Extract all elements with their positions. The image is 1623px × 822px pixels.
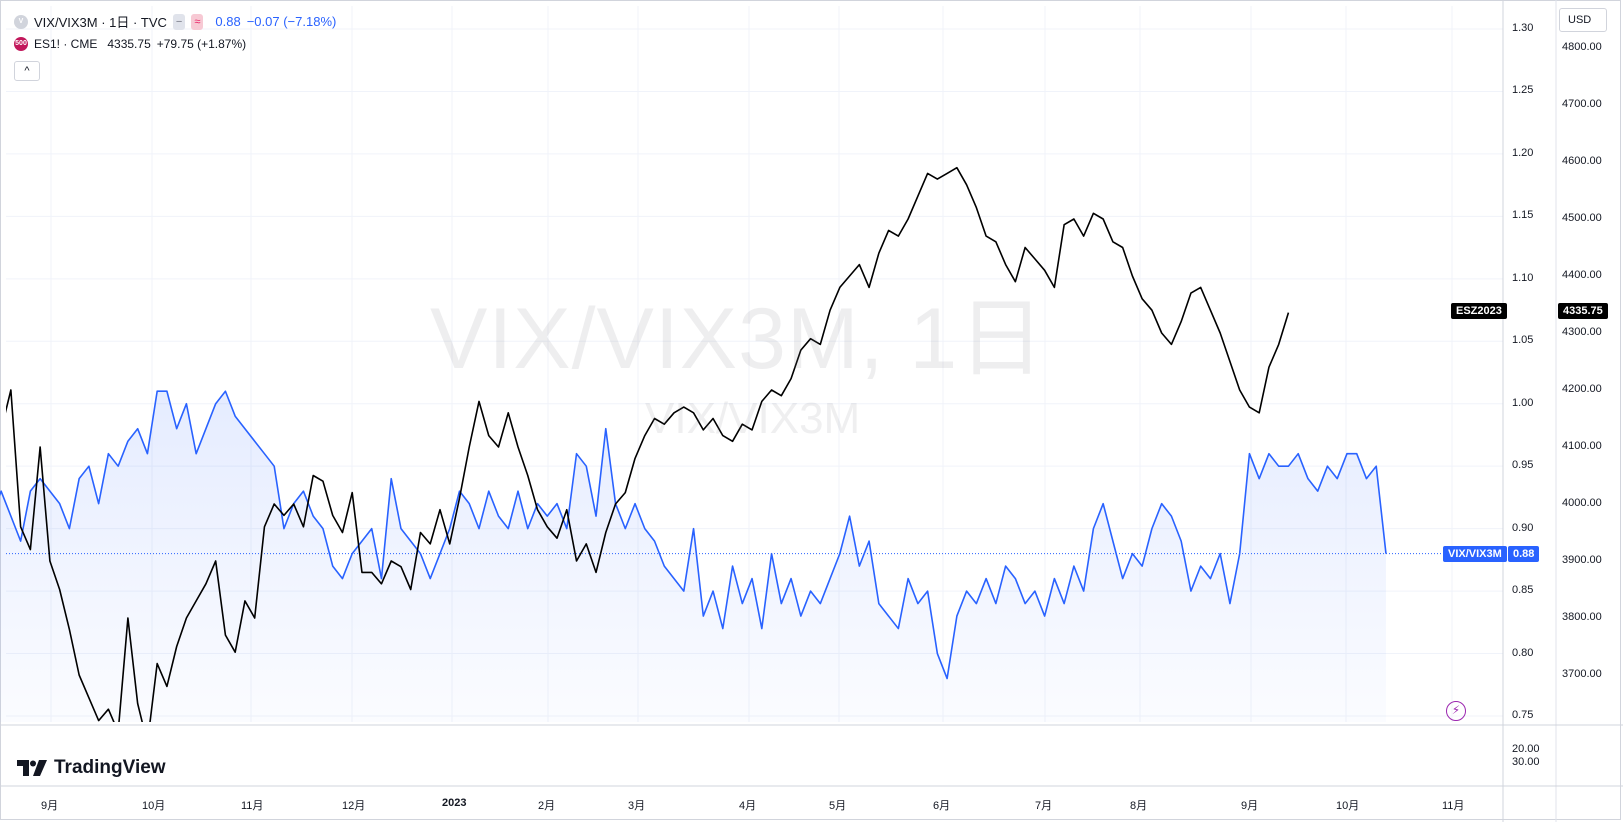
x-tick-label: 11月 (241, 800, 264, 812)
price-axis-label: 3900.00 (1562, 554, 1602, 566)
lower-pane-label: 30.00 (1512, 756, 1540, 768)
x-tick-label: 9月 (41, 800, 59, 812)
lightning-icon[interactable]: ⚡ (1446, 701, 1466, 721)
es-value-tag: 4335.75 (1558, 303, 1608, 319)
ratio-axis-label: 1.20 (1512, 146, 1534, 159)
price-axis-label: 4500.00 (1562, 212, 1602, 224)
x-tick-label: 7月 (1035, 800, 1053, 812)
main-symbol-label: VIX/VIX3M · 1日 · TVC (34, 15, 167, 30)
main-change: −0.07 (−7.18%) (246, 14, 337, 29)
ratio-axis-label: 1.10 (1512, 271, 1534, 284)
hide-series-button[interactable]: − (172, 13, 186, 30)
vix-area (0, 391, 1386, 722)
price-axis-label: 4300.00 (1562, 326, 1602, 338)
compare-series-legend[interactable]: 500 ES1! · CME 4335.75 +79.75 (+1.87%) (14, 37, 246, 51)
symbol-watermark-sub: VIX/VIX3M (645, 394, 861, 443)
ratio-axis-label: 1.05 (1512, 334, 1534, 347)
ratio-axis-label: 1.00 (1512, 396, 1534, 409)
tradingview-logo[interactable]: TradingView (17, 757, 166, 779)
chevron-up-icon: ^ (24, 65, 30, 77)
x-tick-label: 5月 (829, 800, 847, 812)
ratio-axis-label: 0.75 (1512, 709, 1534, 721)
price-axis-label: 4100.00 (1562, 440, 1602, 452)
collapse-legend-button[interactable]: ^ (14, 61, 40, 81)
price-axis-label: 4600.00 (1562, 155, 1602, 167)
price-axis-label: 4700.00 (1562, 98, 1602, 110)
price-axis-label: 4400.00 (1562, 269, 1602, 281)
compare-value: 4335.75 (107, 37, 151, 51)
tradingview-logo-icon (17, 760, 47, 776)
es-line (6, 166, 1290, 722)
ratio-axis-label: 1.30 (1512, 22, 1534, 34)
main-value: 0.88 (215, 14, 241, 29)
compare-mode-button[interactable]: ≈ (191, 13, 204, 30)
ratio-axis-label: 0.85 (1512, 584, 1534, 597)
vix-symbol-icon: V (14, 14, 28, 29)
ratio-axis-label: 1.15 (1512, 209, 1534, 222)
x-tick-label: 2023 (442, 797, 467, 809)
compare-change: +79.75 (+1.87%) (156, 37, 247, 51)
ratio-value-tag: 0.88 (1508, 545, 1540, 562)
ratio-axis-label: 0.80 (1512, 646, 1534, 659)
price-axis-label: 3700.00 (1562, 668, 1602, 680)
ratio-axis-label: 1.25 (1512, 84, 1534, 97)
x-tick-label: 11月 (1442, 800, 1465, 812)
ratio-axis-label: 0.95 (1512, 459, 1534, 472)
x-tick-label: 12月 (342, 800, 366, 812)
ratio-series-tag: VIX/VIX3M (1443, 545, 1507, 562)
compare-symbol-label: ES1! · CME (34, 37, 98, 51)
price-axis-label: 4000.00 (1562, 497, 1602, 509)
lower-pane-label: 20.00 (1512, 743, 1540, 755)
x-tick-label: 2月 (538, 800, 556, 812)
vix-line (0, 390, 1387, 680)
sp500-badge-icon: 500 (14, 37, 28, 51)
x-tick-label: 3月 (628, 800, 646, 812)
x-tick-label: 8月 (1130, 800, 1148, 812)
x-tick-label: 10月 (1336, 800, 1360, 812)
es-series-tag: ESZ2023 (1451, 303, 1507, 319)
x-tick-label: 9月 (1241, 800, 1259, 812)
main-series-legend[interactable]: V VIX/VIX3M · 1日 · TVC − ≈ 0.88 −0.07 (−… (14, 12, 336, 31)
x-tick-label: 4月 (739, 800, 757, 812)
currency-button[interactable]: USD (1559, 8, 1607, 32)
price-axis-label: 3800.00 (1562, 611, 1602, 623)
symbol-watermark: VIX/VIX3M, 1日 (430, 291, 1046, 387)
logo-text: TradingView (54, 757, 166, 778)
price-axis-label: 4200.00 (1562, 383, 1602, 395)
ratio-axis-label: 0.90 (1512, 521, 1534, 534)
x-tick-label: 6月 (933, 800, 951, 812)
x-tick-label: 10月 (142, 800, 166, 812)
price-axis-label: 4800.00 (1562, 41, 1602, 53)
